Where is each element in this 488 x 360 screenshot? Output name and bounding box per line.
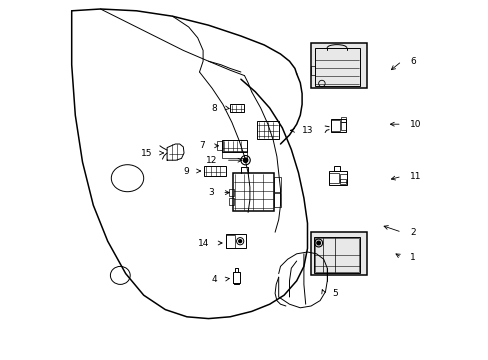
Text: 10: 10 — [409, 120, 421, 129]
Text: 5: 5 — [331, 289, 337, 298]
Text: 6: 6 — [409, 57, 415, 66]
Bar — [313, 237, 360, 273]
Bar — [340, 122, 346, 130]
Bar — [204, 166, 225, 176]
Text: 1: 1 — [409, 253, 415, 262]
Bar — [274, 177, 280, 192]
Bar — [328, 173, 339, 183]
Bar — [225, 234, 245, 248]
Bar — [314, 238, 358, 272]
Bar — [257, 121, 278, 139]
Bar — [222, 151, 247, 158]
Text: 11: 11 — [409, 172, 421, 181]
Text: 4: 4 — [211, 274, 217, 284]
Bar — [226, 235, 235, 248]
Bar — [314, 48, 359, 86]
Bar — [222, 140, 247, 152]
Bar — [339, 179, 346, 184]
Text: 8: 8 — [211, 104, 217, 112]
Bar — [229, 189, 233, 196]
Bar — [311, 66, 314, 75]
Text: 14: 14 — [197, 238, 208, 248]
Text: 3: 3 — [208, 188, 213, 197]
Bar — [310, 43, 366, 88]
Bar — [330, 119, 346, 132]
Bar — [310, 232, 366, 275]
Bar — [232, 173, 274, 211]
Bar — [274, 193, 280, 207]
Bar — [339, 174, 346, 182]
Bar — [328, 171, 346, 185]
Bar — [330, 120, 339, 131]
Bar — [333, 166, 340, 171]
Text: 13: 13 — [302, 126, 313, 135]
Text: 7: 7 — [199, 141, 204, 150]
Bar — [217, 141, 222, 150]
Text: 15: 15 — [140, 149, 152, 158]
Bar — [230, 104, 244, 112]
Circle shape — [238, 240, 241, 243]
Text: 2: 2 — [409, 228, 415, 237]
Circle shape — [243, 158, 247, 162]
Bar — [229, 198, 233, 205]
Circle shape — [316, 241, 320, 245]
Bar — [340, 117, 345, 122]
Text: 12: 12 — [206, 156, 217, 165]
Text: 9: 9 — [183, 166, 188, 175]
